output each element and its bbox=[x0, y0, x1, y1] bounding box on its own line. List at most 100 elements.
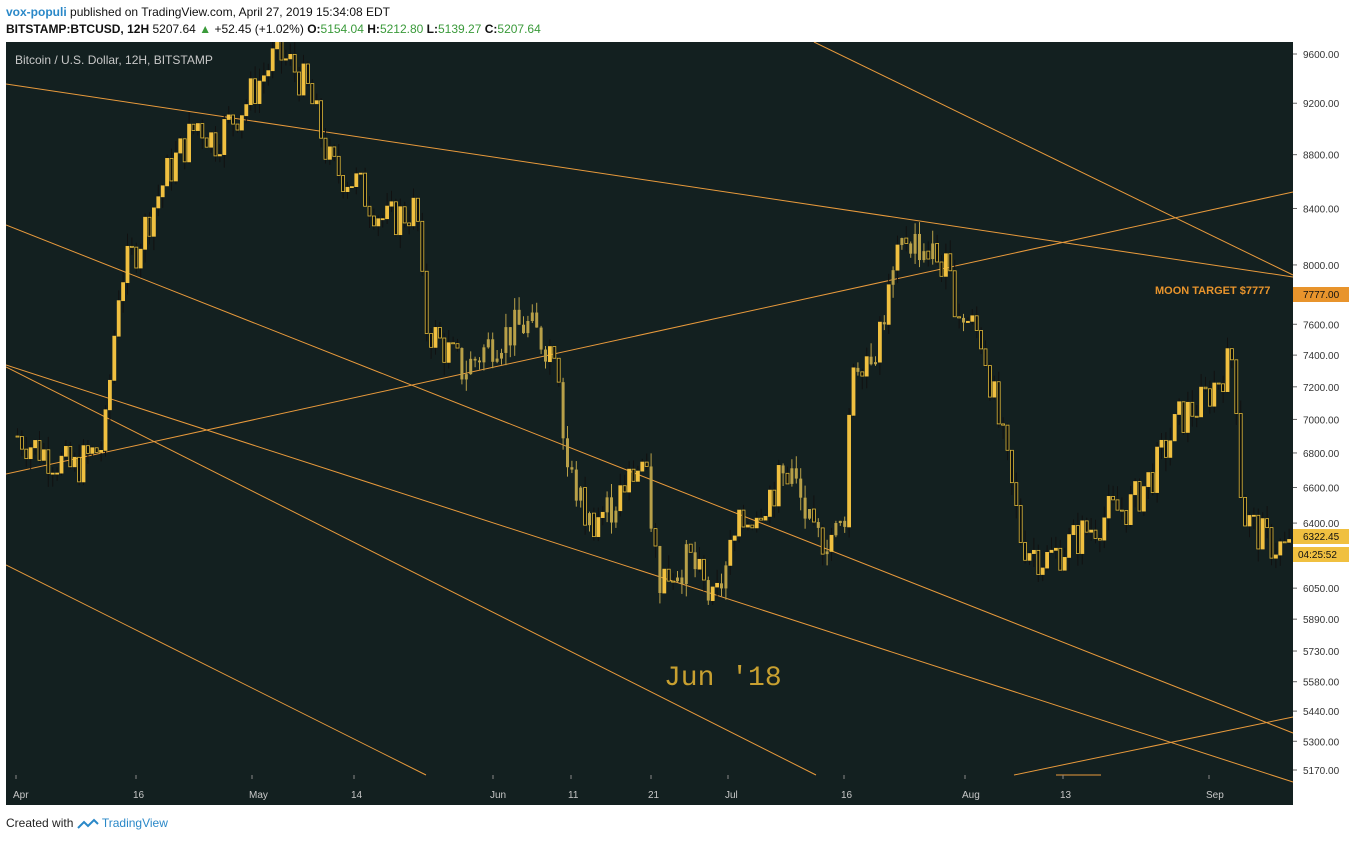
y-tick-label: 7400.00 bbox=[1303, 351, 1340, 362]
candle bbox=[147, 212, 152, 245]
candle bbox=[1199, 373, 1203, 419]
candle bbox=[878, 316, 882, 375]
candle bbox=[772, 481, 777, 518]
y-tick-label: 7000.00 bbox=[1303, 415, 1340, 426]
candle bbox=[1194, 405, 1199, 428]
trend-line bbox=[6, 564, 427, 776]
candle bbox=[1177, 398, 1181, 425]
time-axis[interactable] bbox=[6, 775, 1293, 805]
candle bbox=[213, 126, 218, 162]
open-value: 5154.04 bbox=[320, 22, 364, 36]
candle bbox=[429, 328, 434, 359]
trend-line bbox=[1013, 716, 1294, 776]
candle bbox=[446, 330, 451, 369]
close-label: C: bbox=[484, 22, 498, 36]
chart-title: Bitcoin / U.S. Dollar, 12H, BITSTAMP bbox=[15, 53, 213, 67]
candle bbox=[513, 298, 517, 356]
candle bbox=[398, 198, 403, 249]
author-link[interactable]: vox-populi bbox=[6, 5, 67, 19]
candle bbox=[231, 113, 236, 137]
candle bbox=[222, 114, 227, 168]
candle bbox=[838, 520, 842, 526]
trend-line bbox=[6, 191, 1294, 475]
candle bbox=[103, 405, 108, 457]
candle bbox=[715, 569, 719, 598]
y-tick-label: 7200.00 bbox=[1303, 383, 1340, 394]
candle bbox=[1225, 337, 1230, 393]
candle bbox=[169, 148, 174, 191]
candle bbox=[891, 266, 895, 298]
candle bbox=[882, 315, 886, 331]
candle bbox=[108, 374, 112, 422]
candle bbox=[182, 138, 187, 170]
candle bbox=[1216, 381, 1221, 390]
plot-background bbox=[6, 42, 1293, 775]
tradingview-link[interactable]: TradingView bbox=[101, 816, 168, 830]
candle bbox=[1049, 537, 1054, 554]
candle bbox=[847, 408, 851, 538]
candle bbox=[1274, 542, 1278, 569]
candle bbox=[649, 453, 653, 532]
target-price-tag: 7777.00 bbox=[1293, 287, 1349, 302]
candle bbox=[640, 458, 645, 472]
candle bbox=[530, 304, 534, 324]
candle bbox=[495, 350, 499, 364]
candle bbox=[983, 340, 988, 368]
x-tick-label: Sep bbox=[1206, 790, 1224, 801]
candle bbox=[1221, 375, 1225, 403]
high-value: 5212.80 bbox=[379, 22, 424, 36]
candle bbox=[931, 230, 935, 265]
price-axis[interactable] bbox=[1293, 42, 1351, 805]
candle bbox=[631, 460, 636, 483]
candle bbox=[314, 93, 319, 105]
candle bbox=[1164, 432, 1168, 472]
candle bbox=[266, 63, 271, 86]
candle bbox=[763, 514, 768, 522]
candle bbox=[658, 545, 662, 604]
candle bbox=[1159, 432, 1164, 459]
candle bbox=[178, 136, 183, 154]
candle bbox=[1062, 547, 1067, 572]
candle bbox=[1247, 511, 1252, 538]
chart-canvas[interactable]: 9600.00 9200.00 8800.00 8400.00 8000.00 7600.… bbox=[6, 42, 1351, 805]
candle bbox=[50, 467, 55, 487]
candle bbox=[209, 131, 214, 153]
candle bbox=[676, 570, 679, 583]
candle bbox=[433, 320, 438, 355]
candle bbox=[94, 446, 99, 454]
candle bbox=[1084, 517, 1089, 536]
candle bbox=[204, 135, 209, 148]
candle bbox=[191, 123, 196, 135]
candle bbox=[244, 99, 249, 124]
candle bbox=[988, 362, 992, 401]
low-value: 5139.27 bbox=[438, 22, 482, 36]
candle bbox=[816, 518, 820, 538]
candle bbox=[662, 568, 667, 594]
candle bbox=[1128, 485, 1133, 528]
candle bbox=[962, 313, 965, 332]
candle bbox=[64, 440, 68, 460]
candle bbox=[81, 439, 86, 486]
x-tick-label: 16 bbox=[133, 790, 145, 801]
candle bbox=[275, 42, 280, 61]
candle bbox=[874, 356, 877, 366]
candle bbox=[349, 186, 354, 189]
candle bbox=[1089, 517, 1093, 541]
candle bbox=[724, 561, 728, 600]
candle bbox=[754, 511, 759, 533]
candle bbox=[556, 356, 561, 387]
x-tick-label: 21 bbox=[648, 790, 660, 801]
y-tick-label: 5300.00 bbox=[1303, 737, 1340, 748]
candle bbox=[1005, 423, 1010, 461]
candle bbox=[1208, 380, 1212, 414]
candle bbox=[636, 465, 640, 483]
candle bbox=[693, 541, 697, 578]
candle bbox=[301, 54, 306, 98]
candle bbox=[424, 263, 429, 342]
candle bbox=[1014, 472, 1019, 519]
date-annotation: Jun '18 bbox=[664, 663, 782, 694]
candle bbox=[460, 347, 464, 385]
candle bbox=[371, 208, 376, 230]
chart-panel[interactable]: 9600.00 9200.00 8800.00 8400.00 8000.00 7600.… bbox=[6, 42, 1351, 805]
candle bbox=[305, 61, 310, 87]
